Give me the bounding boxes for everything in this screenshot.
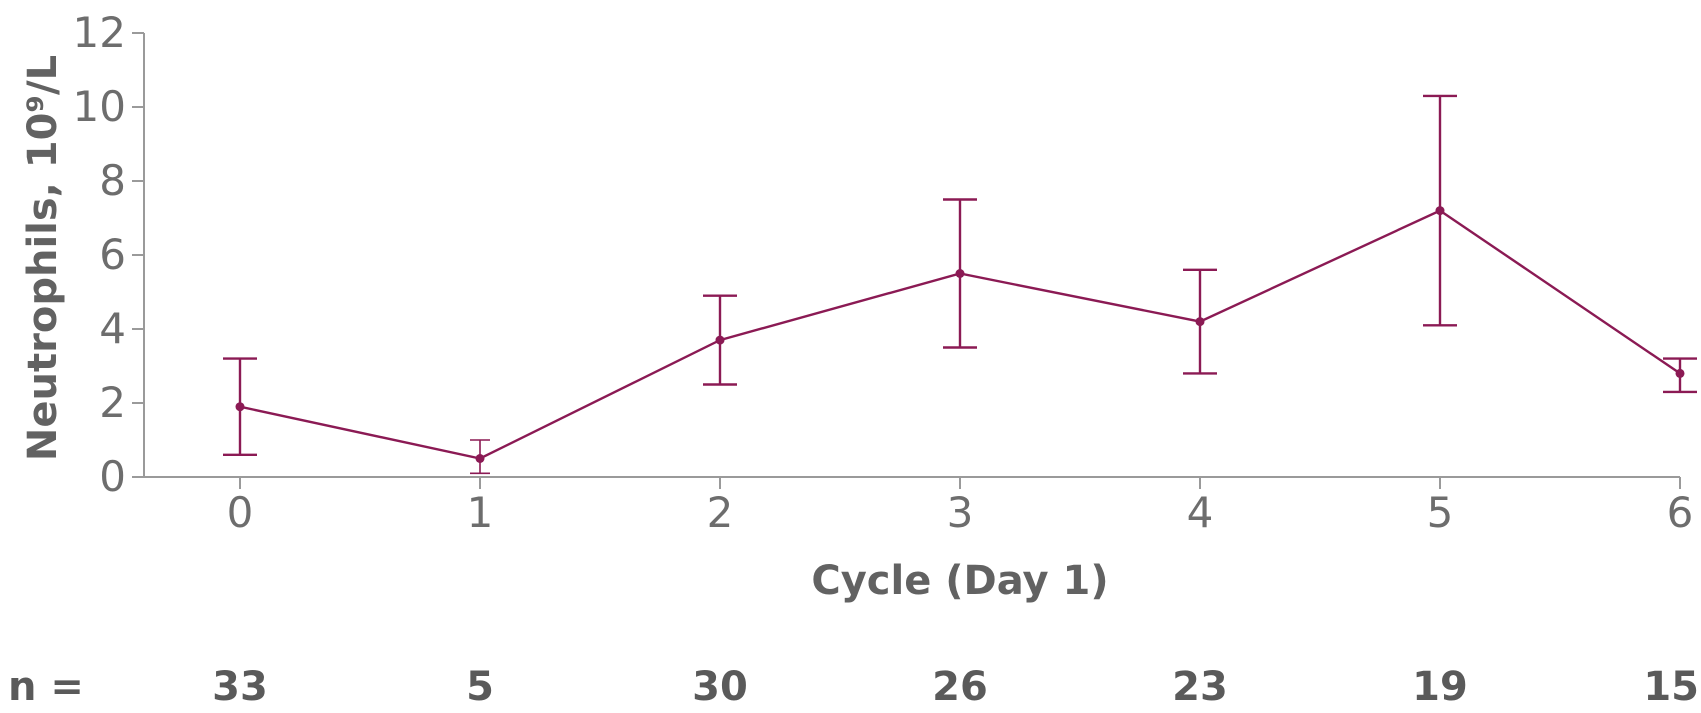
n-value: 23 — [1172, 664, 1228, 710]
y-tick-label: 8 — [99, 156, 126, 205]
data-point — [235, 402, 245, 412]
n-value: 19 — [1412, 664, 1468, 710]
n-value: 15 — [1643, 664, 1699, 710]
x-tick-label: 4 — [1187, 488, 1214, 537]
y-tick-label: 12 — [73, 8, 126, 57]
x-tick-label: 1 — [467, 488, 494, 537]
n-prefix-label: n = — [8, 664, 84, 710]
x-tick-label: 5 — [1427, 488, 1454, 537]
data-point — [475, 454, 485, 463]
n-value: 33 — [212, 664, 268, 710]
x-tick-label: 0 — [227, 488, 254, 537]
y-tick-label: 10 — [73, 82, 126, 131]
tick-marks — [132, 32, 1681, 489]
x-tick-label: 6 — [1667, 488, 1694, 537]
y-axis-title: Neutrophils, 10⁹/L — [20, 55, 66, 461]
data-point — [1435, 206, 1445, 216]
x-axis-title: Cycle (Day 1) — [811, 558, 1108, 604]
n-value: 5 — [466, 664, 494, 710]
y-tick-label: 4 — [99, 304, 126, 353]
data-point — [1675, 368, 1685, 378]
series — [223, 94, 1697, 475]
y-tick-labels: 0 2 4 6 8 10 12 — [73, 8, 126, 501]
data-point — [1195, 317, 1205, 327]
data-point — [715, 335, 725, 345]
axes — [143, 33, 1680, 478]
x-tick-label: 2 — [707, 488, 734, 537]
y-tick-label: 6 — [99, 230, 126, 279]
n-row: n = 33 5 30 26 23 19 15 — [8, 664, 1699, 710]
x-tick-labels: 0 1 2 3 4 5 6 — [227, 488, 1694, 537]
y-tick-label: 2 — [99, 378, 126, 427]
data-point — [955, 269, 965, 278]
n-value: 30 — [692, 664, 748, 710]
x-tick-label: 3 — [947, 488, 974, 537]
n-value: 26 — [932, 664, 988, 710]
y-tick-label: 0 — [99, 452, 126, 501]
